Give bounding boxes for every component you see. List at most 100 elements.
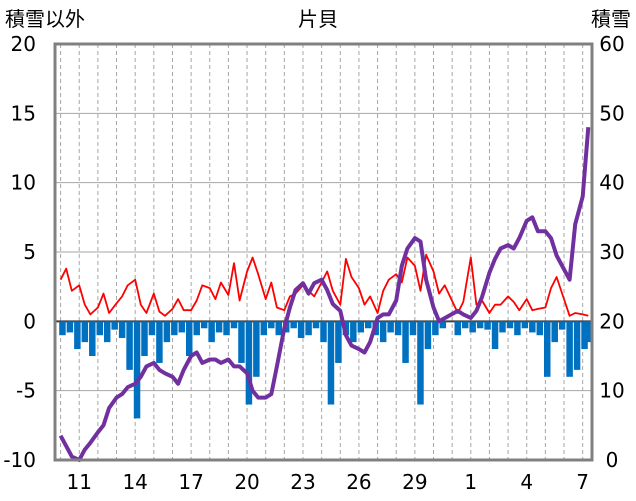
precip-bar [59, 321, 66, 336]
right-y-tick: 50 [599, 101, 624, 125]
precip-bar [215, 321, 223, 333]
precip-bar [268, 321, 275, 329]
precip-bar [506, 321, 514, 329]
precip-bar [245, 321, 253, 405]
precip-bar [335, 321, 342, 363]
x-tick: 4 [520, 470, 533, 494]
left-y-tick-labels: -10 -5 0 5 10 15 20 [3, 32, 36, 472]
precip-bar [208, 321, 215, 343]
precip-bar [290, 321, 297, 329]
right-y-tick: 20 [599, 309, 624, 333]
precip-bar [171, 321, 178, 336]
precip-bar [379, 321, 387, 343]
precip-bar [521, 321, 529, 329]
precip-bar [402, 321, 409, 363]
precip-bar [178, 321, 186, 333]
precip-bar [544, 321, 551, 377]
snow-depth-line [58, 127, 591, 462]
precip-bar [156, 321, 163, 363]
right-axis-label: 積雪 [591, 7, 631, 31]
precip-bar [133, 321, 141, 419]
left-y-tick: 5 [23, 240, 36, 264]
precip-bar [312, 321, 320, 329]
right-y-tick: 0 [606, 448, 619, 472]
x-tick: 7 [576, 470, 589, 494]
precip-bar [223, 321, 230, 336]
precip-bar [275, 321, 282, 336]
precip-bar [409, 321, 417, 336]
precip-bar [461, 321, 469, 329]
precip-bar [476, 321, 484, 329]
x-tick: 17 [178, 470, 203, 494]
precip-bar [66, 321, 74, 333]
x-tick: 29 [402, 470, 427, 494]
left-y-tick: 20 [11, 32, 36, 56]
precip-bar [566, 321, 573, 377]
plot-border [53, 42, 594, 462]
x-tick: 14 [122, 470, 147, 494]
precip-bar [365, 321, 372, 329]
precip-bar [454, 321, 461, 336]
precip-bar [74, 321, 81, 350]
precip-bar [514, 321, 521, 336]
precip-bar [148, 321, 156, 336]
x-tick: 20 [234, 470, 259, 494]
right-y-tick: 40 [599, 171, 624, 195]
precip-bar [193, 321, 200, 336]
precip-bar [126, 321, 133, 370]
precip-bar [558, 321, 566, 330]
precipitation-bars [59, 321, 592, 419]
precip-bar [424, 321, 432, 350]
left-y-tick: -5 [16, 379, 36, 403]
x-tick: 1 [464, 470, 477, 494]
left-axis-label: 積雪以外 [5, 7, 85, 31]
precip-bar [469, 321, 476, 333]
x-tick: 23 [290, 470, 315, 494]
precip-bar [81, 321, 89, 343]
precip-bar [305, 321, 312, 336]
left-y-tick: 10 [11, 171, 36, 195]
precip-bar [253, 321, 260, 377]
precip-bar [499, 321, 506, 333]
precip-bar [260, 321, 268, 336]
precip-bar [529, 321, 536, 333]
precip-bar [200, 321, 208, 329]
precip-bar [581, 321, 588, 350]
precip-bar [297, 321, 305, 338]
precip-bar [89, 321, 96, 356]
left-y-tick: 0 [23, 309, 36, 333]
precip-bar [118, 321, 126, 338]
right-y-tick: 30 [599, 240, 624, 264]
precip-bar [350, 321, 357, 343]
precip-bar [163, 321, 171, 343]
x-tick-labels: 11 14 17 20 23 26 29 1 4 7 [67, 470, 590, 494]
precip-bar [585, 321, 592, 343]
precip-bar [551, 321, 558, 343]
precip-bar [186, 321, 193, 356]
precip-bar [103, 321, 111, 343]
precip-bar [484, 321, 491, 330]
left-y-tick: 15 [11, 101, 36, 125]
precip-bar [573, 321, 581, 370]
left-y-tick: -10 [3, 448, 36, 472]
precip-bar [439, 321, 447, 329]
precip-bar [536, 321, 544, 336]
precip-bar [327, 321, 335, 405]
x-tick: 26 [346, 470, 371, 494]
precip-bar [357, 321, 365, 333]
precip-bar [394, 321, 402, 336]
right-y-tick: 60 [599, 32, 624, 56]
precip-bar [387, 321, 394, 333]
series-lines [58, 127, 591, 462]
chart-title: 片貝 [298, 7, 338, 31]
right-y-tick: 10 [599, 379, 624, 403]
precip-bar [491, 321, 499, 350]
precip-bar [111, 321, 118, 330]
precip-bar [417, 321, 424, 405]
precip-bar [432, 321, 439, 336]
precip-bar [96, 321, 103, 336]
right-y-tick-labels: 0 10 20 30 40 50 60 [599, 32, 624, 472]
plot-frame [53, 42, 594, 462]
precip-bar [141, 321, 148, 356]
